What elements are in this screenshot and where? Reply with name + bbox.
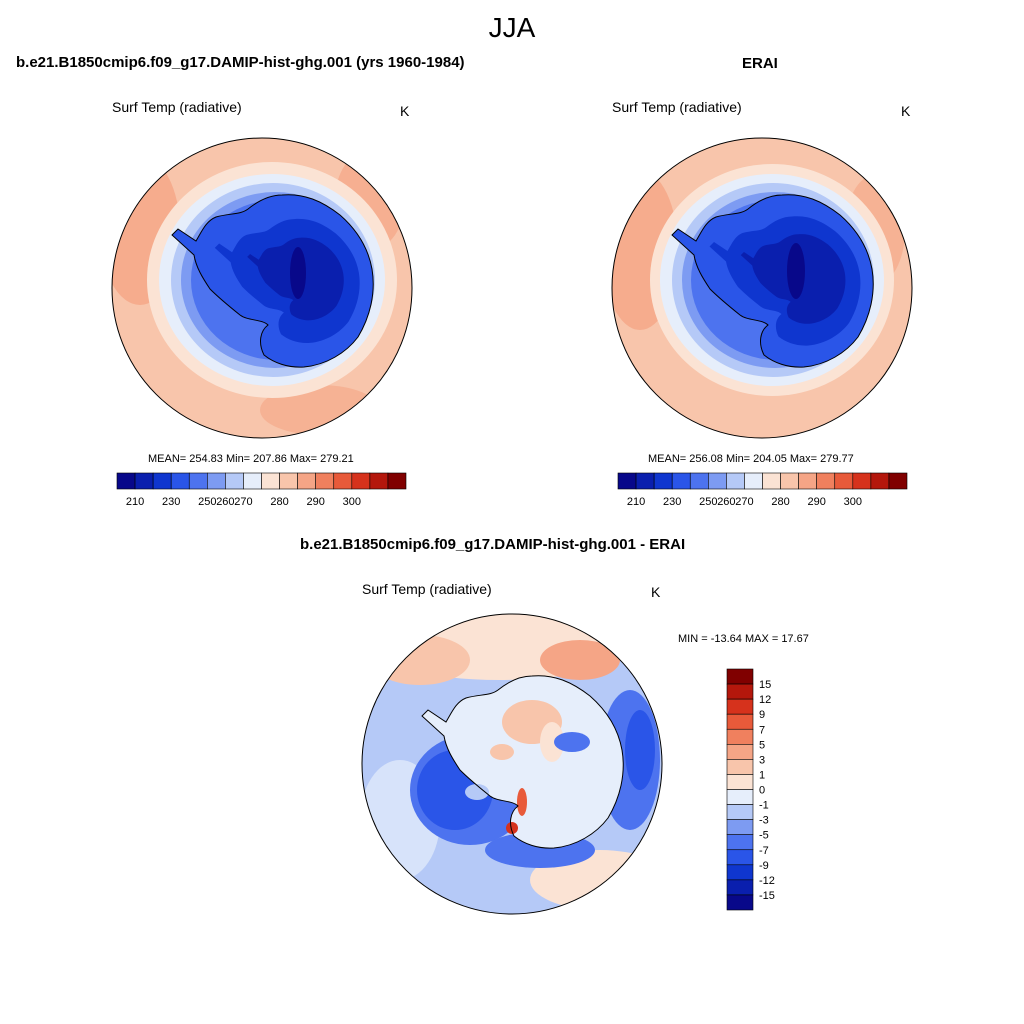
obs-colorbar-box bbox=[653, 472, 673, 490]
model-colorbar-tick: 290 bbox=[307, 496, 325, 508]
model-colorbar-tick: 300 bbox=[343, 496, 361, 508]
model-units-label: K bbox=[400, 103, 410, 119]
obs-colorbar: 210 230 250 260 270 280 290 300 bbox=[617, 472, 908, 508]
obs-colorbar-tick: 250 bbox=[699, 496, 717, 508]
diff-colorbar-box bbox=[726, 864, 754, 881]
model-colorbar-box bbox=[116, 472, 136, 490]
obs-colorbar-tick: 280 bbox=[771, 496, 789, 508]
diff-colorbar-box bbox=[726, 713, 754, 730]
model-colorbar-tick: 270 bbox=[234, 496, 252, 508]
diff-colorbar-tick: 15 bbox=[759, 679, 771, 691]
diff-colorbar-box bbox=[726, 683, 754, 700]
obs-colorbar-box bbox=[617, 472, 637, 490]
diff-colorbar-box bbox=[726, 698, 754, 715]
obs-colorbar-box bbox=[744, 472, 763, 490]
obs-colorbar-box bbox=[870, 472, 890, 490]
diff-colorbar-box bbox=[726, 759, 754, 775]
diff-colorbar-box bbox=[726, 804, 754, 820]
diff-colorbar-tick: 9 bbox=[759, 709, 765, 721]
diff-colorbar-tick: 3 bbox=[759, 754, 765, 766]
model-variable-label: Surf Temp (radiative) bbox=[112, 99, 242, 115]
model-panel-title: b.e21.B1850cmip6.f09_g17.DAMIP-hist-ghg.… bbox=[16, 54, 465, 71]
diff-colorbar-box bbox=[726, 744, 754, 760]
obs-colorbar-box bbox=[816, 472, 836, 490]
diff-colorbar-tick: -3 bbox=[759, 815, 769, 827]
model-colorbar-box bbox=[279, 472, 298, 490]
obs-colorbar-tick: 270 bbox=[735, 496, 753, 508]
model-colorbar-tick: 230 bbox=[162, 496, 180, 508]
diff-colorbar-box bbox=[726, 834, 754, 851]
model-colorbar-box bbox=[170, 472, 190, 490]
obs-colorbar-box bbox=[852, 472, 872, 490]
diff-colorbar-tick: 1 bbox=[759, 769, 765, 781]
model-colorbar: 210 230 250 260 270 280 290 300 bbox=[116, 472, 407, 508]
diff-colorbar-box bbox=[726, 894, 754, 911]
model-colorbar-box bbox=[152, 472, 172, 490]
diff-units-label: K bbox=[651, 584, 661, 600]
diff-colorbar-box bbox=[726, 668, 754, 685]
obs-units-label: K bbox=[901, 103, 911, 119]
diff-colorbar-tick: -15 bbox=[759, 890, 775, 902]
diff-polar-map bbox=[361, 613, 663, 915]
diff-colorbar-tick: -1 bbox=[759, 800, 769, 812]
diff-colorbar-box bbox=[726, 879, 754, 896]
diff-colorbar-tick: 5 bbox=[759, 739, 765, 751]
obs-colorbar-box bbox=[671, 472, 691, 490]
model-colorbar-box bbox=[243, 472, 262, 490]
obs-colorbar-tick: 260 bbox=[717, 496, 735, 508]
model-stats: MEAN= 254.83 Min= 207.86 Max= 279.21 bbox=[148, 453, 354, 465]
model-colorbar-tick: 250 bbox=[198, 496, 216, 508]
figure-season-title: JJA bbox=[488, 12, 536, 43]
obs-colorbar-box bbox=[689, 472, 709, 490]
model-colorbar-box bbox=[225, 472, 244, 490]
obs-colorbar-tick: 300 bbox=[844, 496, 862, 508]
diff-colorbar-box bbox=[726, 819, 754, 835]
diff-colorbar-tick: 12 bbox=[759, 694, 771, 706]
model-colorbar-box bbox=[387, 472, 407, 490]
obs-colorbar-box bbox=[834, 472, 854, 490]
obs-colorbar-tick: 230 bbox=[663, 496, 681, 508]
diff-colorbar-tick: -5 bbox=[759, 830, 769, 842]
obs-polar-map bbox=[611, 137, 913, 439]
model-colorbar-box bbox=[188, 472, 208, 490]
obs-colorbar-box bbox=[726, 472, 745, 490]
model-colorbar-tick: 260 bbox=[216, 496, 234, 508]
model-colorbar-tick: 280 bbox=[270, 496, 288, 508]
diff-colorbar-tick: -12 bbox=[759, 875, 775, 887]
obs-colorbar-tick: 210 bbox=[627, 496, 645, 508]
obs-colorbar-box bbox=[798, 472, 817, 490]
diff-panel-title: b.e21.B1850cmip6.f09_g17.DAMIP-hist-ghg.… bbox=[300, 536, 686, 553]
obs-colorbar-tick: 290 bbox=[808, 496, 826, 508]
diff-variable-label: Surf Temp (radiative) bbox=[362, 581, 492, 597]
diff-colorbar: 15 12 9 7 5 3 1 0 -1 -3 -5 -7 -9 -12 -15 bbox=[726, 668, 775, 911]
obs-stats: MEAN= 256.08 Min= 204.05 Max= 279.77 bbox=[648, 453, 854, 465]
diff-colorbar-box bbox=[726, 774, 754, 790]
model-colorbar-box bbox=[333, 472, 353, 490]
obs-colorbar-box bbox=[780, 472, 799, 490]
model-polar-map bbox=[111, 137, 413, 439]
diff-stats: MIN = -13.64 MAX = 17.67 bbox=[678, 633, 809, 645]
model-colorbar-box bbox=[369, 472, 389, 490]
model-colorbar-box bbox=[351, 472, 371, 490]
diff-colorbar-box bbox=[726, 849, 754, 866]
obs-colorbar-box bbox=[635, 472, 655, 490]
diff-colorbar-tick: 7 bbox=[759, 724, 765, 736]
diff-colorbar-tick: -7 bbox=[759, 845, 769, 857]
model-colorbar-box bbox=[207, 472, 226, 490]
model-colorbar-box bbox=[315, 472, 335, 490]
diff-colorbar-tick: 0 bbox=[759, 785, 765, 797]
obs-panel-title: ERAI bbox=[742, 55, 778, 72]
obs-colorbar-box bbox=[888, 472, 908, 490]
diff-colorbar-tick: -9 bbox=[759, 860, 769, 872]
model-colorbar-box bbox=[297, 472, 316, 490]
model-colorbar-box bbox=[261, 472, 280, 490]
model-colorbar-tick: 210 bbox=[126, 496, 144, 508]
obs-colorbar-box bbox=[708, 472, 727, 490]
model-colorbar-box bbox=[134, 472, 154, 490]
obs-colorbar-box bbox=[762, 472, 781, 490]
diff-colorbar-box bbox=[726, 728, 754, 745]
obs-variable-label: Surf Temp (radiative) bbox=[612, 99, 742, 115]
diff-colorbar-box bbox=[726, 789, 754, 805]
